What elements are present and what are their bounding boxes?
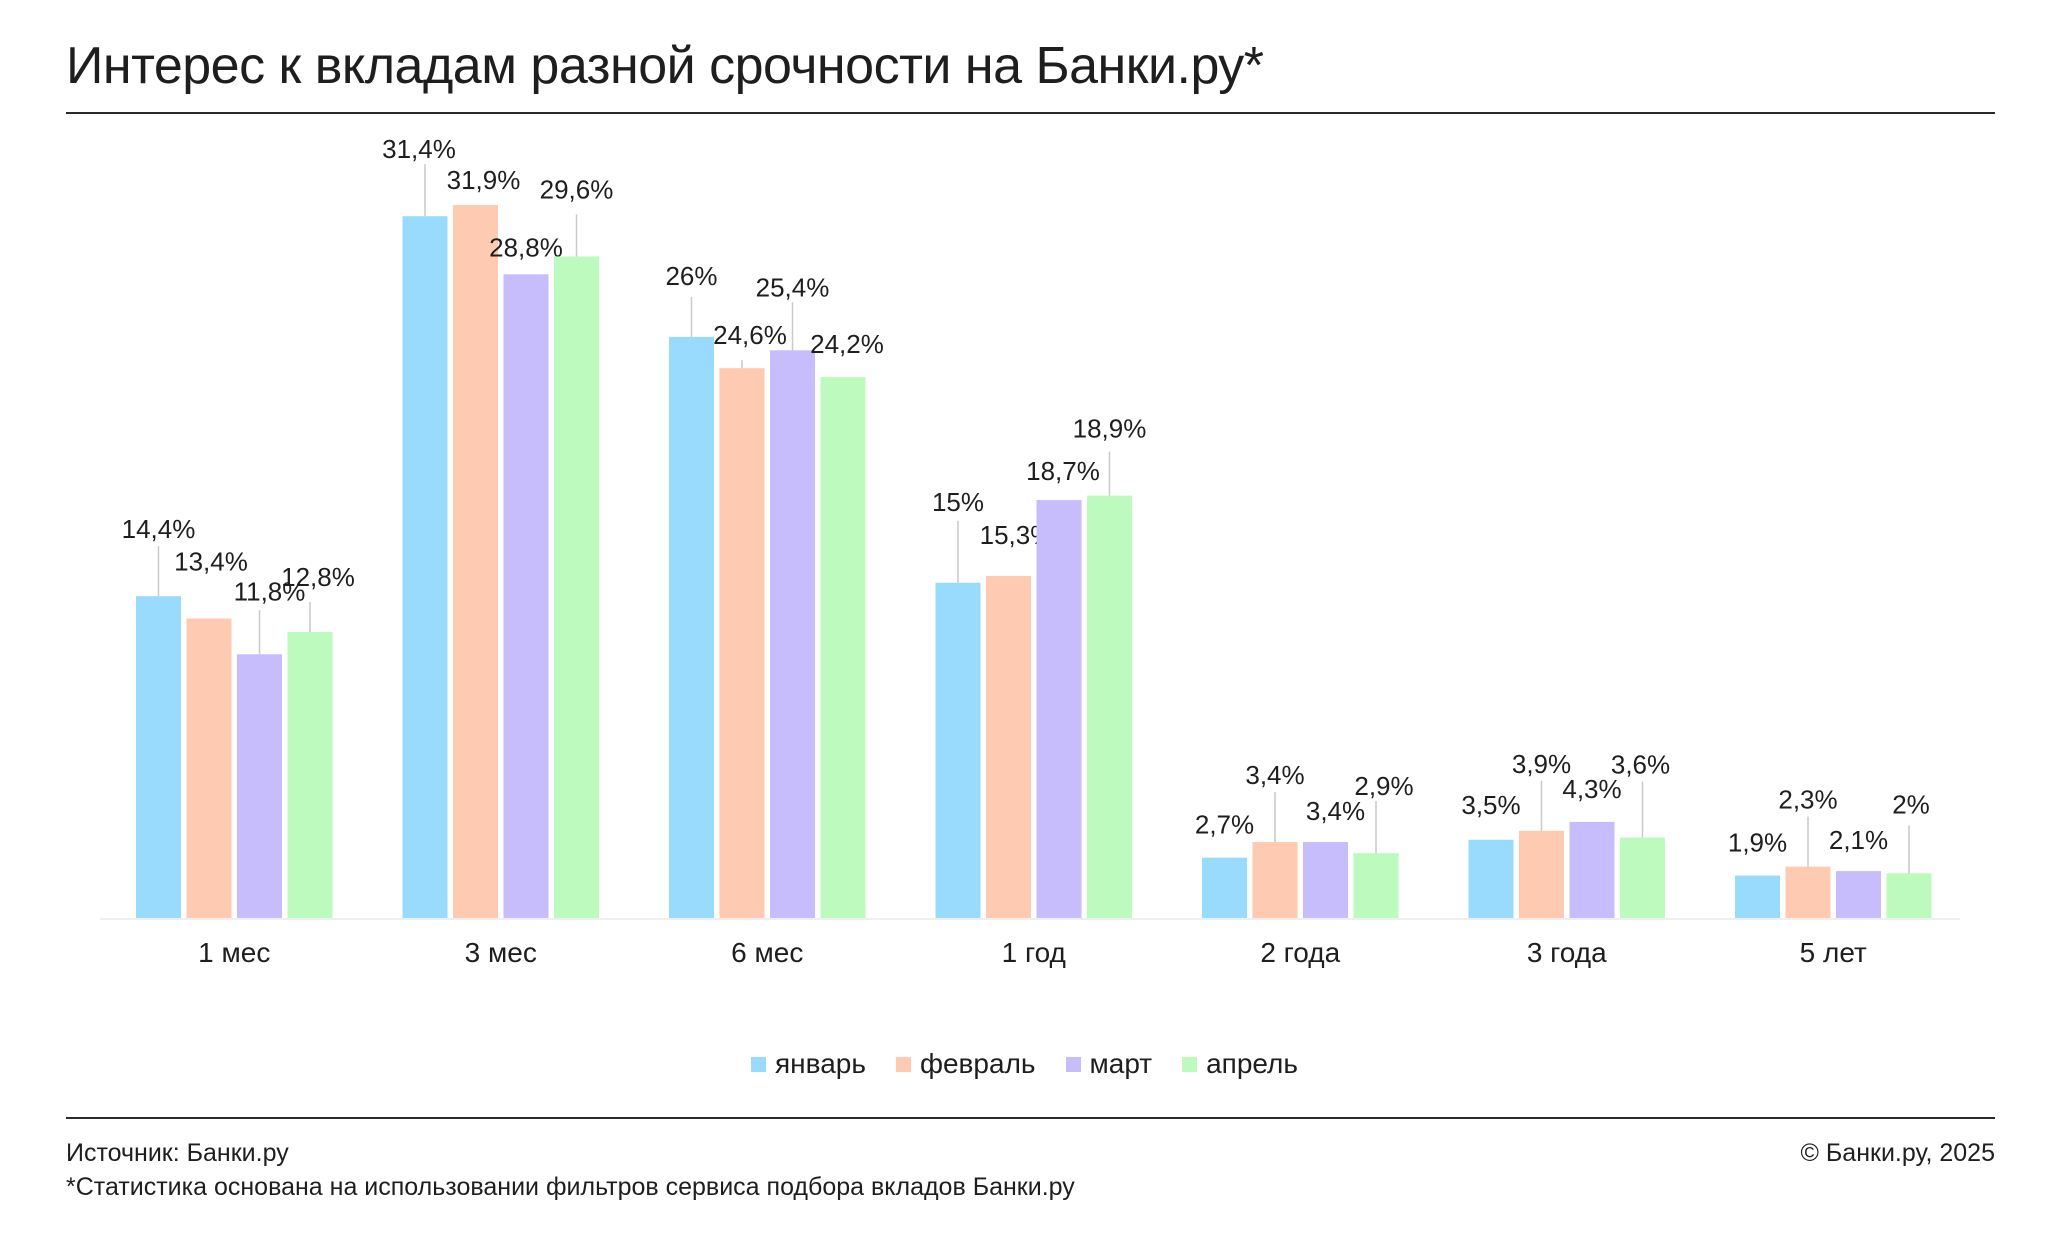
bar-апрель-2	[820, 377, 866, 918]
data-label-февраль-2: 24,6%	[713, 320, 787, 350]
data-label-март-4: 3,4%	[1306, 796, 1365, 826]
bar-апрель-6	[1886, 873, 1932, 918]
bar-февраль-5	[1519, 830, 1564, 918]
bar-февраль-1	[453, 205, 498, 918]
legend-swatch	[751, 1056, 767, 1072]
bar-февраль-2	[719, 368, 765, 918]
bar-февраль-6	[1785, 866, 1831, 918]
bar-апрель-1	[554, 256, 599, 918]
legend-label: февраль	[919, 1048, 1036, 1079]
bar-апрель-5	[1620, 837, 1665, 918]
category-label-1: 3 мес	[465, 937, 537, 968]
bar-март-0	[237, 654, 282, 918]
data-label-апрель-1: 29,6%	[540, 174, 614, 204]
data-label-февраль-1: 31,9%	[447, 165, 521, 195]
data-label-март-5: 4,3%	[1562, 774, 1621, 804]
data-label-апрель-0: 12,8%	[281, 562, 355, 592]
legend-swatch	[895, 1056, 911, 1072]
bar-январь-4	[1202, 857, 1247, 918]
legend: январь февраль март апрель	[0, 1048, 2049, 1080]
bar-март-2	[770, 350, 815, 918]
data-label-апрель-4: 2,9%	[1354, 771, 1413, 801]
data-label-март-2: 25,4%	[756, 272, 830, 302]
data-label-январь-6: 1,9%	[1728, 828, 1787, 858]
legend-swatch	[1065, 1056, 1081, 1072]
chart-title: Интерес к вкладам разной срочности на Ба…	[66, 37, 1264, 95]
data-label-март-0: 11,8%	[234, 576, 306, 606]
data-label-апрель-6: 2%	[1892, 789, 1930, 819]
data-label-январь-2: 26%	[665, 261, 717, 291]
copyright: © Банки.ру, 2025	[1800, 1139, 1995, 1167]
category-label-2: 6 мес	[731, 937, 803, 968]
bar-март-5	[1569, 821, 1615, 918]
category-label-0: 1 мес	[198, 937, 270, 968]
bar-февраль-0	[186, 618, 232, 918]
category-label-4: 2 года	[1260, 937, 1340, 968]
category-label-5: 3 года	[1527, 937, 1607, 968]
bar-апрель-0	[287, 631, 333, 918]
legend-swatch	[1182, 1056, 1198, 1072]
legend-item-февраль: февраль	[895, 1048, 1036, 1080]
bar-март-6	[1836, 871, 1881, 918]
bar-январь-2	[669, 336, 714, 918]
data-label-апрель-3: 18,9%	[1073, 414, 1147, 444]
data-label-апрель-5: 3,6%	[1611, 750, 1670, 780]
data-label-февраль-0: 13,4%	[174, 547, 248, 577]
data-label-март-3: 18,7%	[1026, 456, 1100, 486]
data-label-февраль-4: 3,4%	[1245, 760, 1304, 790]
bar-февраль-3	[986, 576, 1031, 918]
data-label-март-6: 2,1%	[1829, 825, 1888, 855]
source-note: Источник: Банки.ру	[66, 1139, 289, 1167]
legend-label: январь	[775, 1048, 866, 1079]
data-label-февраль-6: 2,3%	[1778, 785, 1837, 815]
data-label-январь-1: 31,4%	[382, 134, 456, 164]
legend-item-январь: январь	[751, 1048, 866, 1080]
data-label-январь-5: 3,5%	[1461, 790, 1520, 820]
bar-chart: 14,4%13,4%11,8%12,8% 1 мес 31,4%31,9% 28,8%…	[100, 134, 1960, 968]
legend-item-апрель: апрель	[1182, 1048, 1298, 1080]
bar-апрель-4	[1353, 853, 1399, 918]
bar-январь-1	[402, 216, 448, 918]
footer-notes: Источник: Банки.ру *Статистика основана …	[66, 1136, 1075, 1204]
bar-март-4	[1303, 842, 1348, 918]
bar-март-1	[503, 274, 549, 918]
data-label-январь-0: 14,4%	[122, 514, 196, 544]
category-label-6: 5 лет	[1800, 937, 1867, 968]
category-label-3: 1 год	[1002, 937, 1066, 968]
data-label-февраль-5: 3,9%	[1512, 749, 1571, 779]
bar-январь-5	[1468, 839, 1514, 918]
data-label-январь-4: 2,7%	[1195, 810, 1254, 840]
bar-март-3	[1036, 500, 1082, 918]
title-divider	[66, 112, 1995, 114]
data-label-март-1: 28,8%	[489, 232, 563, 262]
footer-divider	[66, 1117, 1995, 1119]
bar-январь-6	[1735, 875, 1780, 918]
footnote: *Статистика основана на использовании фи…	[66, 1173, 1075, 1201]
legend-label: март	[1089, 1048, 1153, 1079]
bar-январь-0	[136, 596, 181, 918]
legend-label: апрель	[1206, 1048, 1298, 1079]
bar-февраль-4	[1252, 842, 1298, 918]
bar-январь-3	[935, 582, 981, 918]
data-label-апрель-2: 24,2%	[810, 329, 884, 359]
bar-апрель-3	[1087, 495, 1132, 918]
legend-item-март: март	[1065, 1048, 1153, 1080]
data-label-январь-3: 15%	[932, 487, 984, 517]
